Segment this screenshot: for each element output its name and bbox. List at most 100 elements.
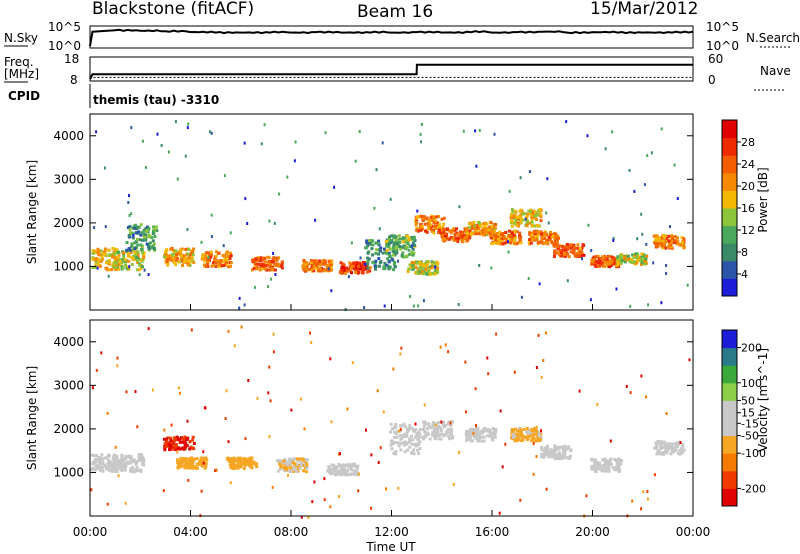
freq-tick-bottom: 8 (70, 73, 78, 87)
heatmap-cell (395, 435, 399, 439)
heatmap-cell (571, 251, 575, 255)
heatmap-cell (558, 445, 562, 449)
heatmap-cell (333, 185, 336, 189)
heatmap-cell (201, 253, 205, 257)
heatmap-cell (572, 247, 576, 251)
heatmap-cell (433, 428, 437, 432)
heatmap-cell (391, 253, 395, 257)
colorbar-swatch (722, 453, 737, 472)
heatmap-cell (565, 243, 569, 246)
heatmap-cell (530, 218, 534, 222)
heatmap-cell (229, 264, 232, 268)
heatmap-cell (663, 440, 667, 444)
heatmap-cell (568, 454, 572, 458)
heatmap-cell (108, 253, 112, 257)
heatmap-cell (415, 270, 419, 274)
heatmap-cell (110, 467, 114, 471)
heatmap-cell (549, 452, 553, 456)
heatmap-cell (446, 227, 449, 231)
heatmap-cell (484, 228, 488, 232)
heatmap-cell (613, 458, 617, 461)
heatmap-cell (434, 219, 438, 223)
velocity-ylabel: Slant Range [km] (25, 366, 39, 470)
heatmap-cell (411, 438, 415, 442)
heatmap-cell (91, 462, 95, 466)
heatmap-cell (387, 267, 391, 271)
heatmap-cell (129, 251, 133, 255)
heatmap-cell (564, 254, 568, 258)
heatmap-cell (350, 241, 353, 245)
heatmap-cell (667, 442, 671, 446)
heatmap-cell (394, 452, 398, 456)
heatmap-cell (303, 427, 306, 431)
colorbar-tick-label: -15 (741, 417, 759, 430)
heatmap-cell (172, 260, 176, 264)
heatmap-cell (127, 248, 131, 252)
heatmap-cell (535, 223, 539, 227)
heatmap-cell (91, 386, 94, 390)
heatmap-cell (274, 259, 278, 263)
heatmap-cell (188, 447, 192, 451)
heatmap-cell (165, 248, 169, 252)
heatmap-cell (370, 506, 373, 510)
heatmap-cell (95, 457, 98, 461)
heatmap-cell (579, 255, 583, 258)
heatmap-cell (178, 461, 182, 465)
heatmap-cell (167, 150, 170, 154)
heatmap-cell (94, 464, 98, 468)
heatmap-cell (518, 236, 522, 240)
heatmap-cell (345, 463, 349, 467)
heatmap-cell (410, 450, 414, 454)
heatmap-cell (204, 464, 208, 468)
heatmap-cell (195, 457, 199, 461)
heatmap-cell (131, 226, 135, 230)
heatmap-cell (130, 263, 134, 266)
heatmap-cell (515, 215, 519, 219)
heatmap-cell (132, 234, 135, 237)
heatmap-cell (569, 250, 573, 254)
heatmap-cell (141, 139, 144, 143)
heatmap-cell (510, 231, 514, 235)
heatmap-cell (504, 237, 508, 241)
nsearch-tick-bottom: 10^0 (706, 39, 739, 53)
heatmap-cell (140, 462, 144, 466)
heatmap-cell (271, 485, 274, 489)
heatmap-cell (201, 255, 204, 259)
heatmap-cell (585, 494, 588, 498)
heatmap-cell (591, 465, 594, 469)
heatmap-cell (393, 253, 397, 257)
heatmap-cell (124, 263, 127, 267)
heatmap-cell (318, 263, 322, 267)
heatmap-cell (122, 260, 125, 264)
heatmap-cell (277, 459, 281, 462)
heatmap-cell (366, 262, 370, 266)
heatmap-cell (609, 439, 612, 443)
heatmap-cell (144, 227, 148, 231)
heatmap-cell (666, 448, 670, 452)
heatmap-cell (186, 228, 189, 231)
heatmap-cell (169, 258, 173, 261)
heatmap-cell (259, 256, 263, 260)
heatmap-cell (190, 328, 193, 332)
heatmap-cell (567, 445, 571, 449)
heatmap-cell (273, 268, 277, 272)
heatmap-cell (183, 435, 187, 439)
heatmap-cell (688, 358, 691, 362)
heatmap-cell (371, 243, 375, 247)
heatmap-cell (438, 225, 442, 229)
heatmap-cell (312, 269, 316, 273)
heatmap-cell (163, 437, 166, 441)
heatmap-cell (389, 443, 393, 447)
heatmap-cell (219, 259, 223, 263)
heatmap-cell (478, 221, 481, 225)
heatmap-cell (212, 263, 216, 267)
heatmap-cell (515, 439, 519, 443)
heatmap-cell (475, 232, 479, 235)
heatmap-cell (429, 216, 433, 219)
heatmap-cell (348, 261, 352, 265)
heatmap-cell (113, 464, 117, 468)
heatmap-cell (612, 467, 616, 471)
colorbar-swatch (722, 155, 737, 174)
heatmap-cell (410, 434, 413, 438)
heatmap-cell (341, 467, 345, 471)
